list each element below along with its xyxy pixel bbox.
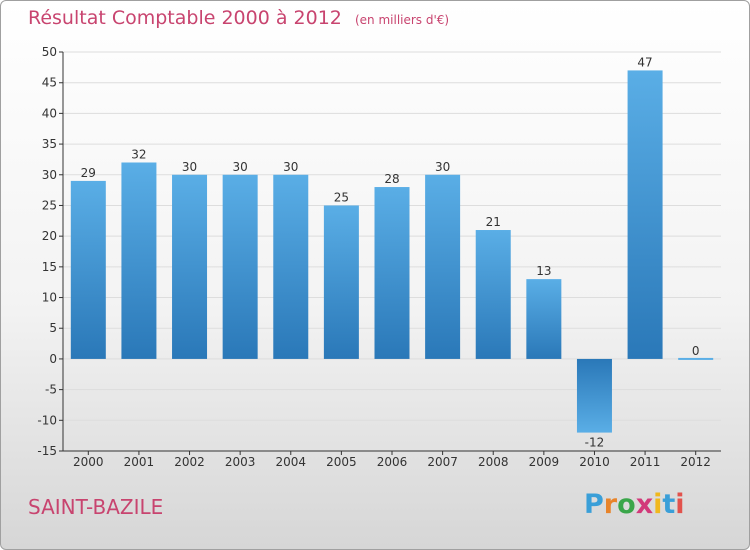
bar xyxy=(475,230,511,359)
proxiti-logo: Proxiti xyxy=(584,489,685,520)
y-tick-label: 20 xyxy=(42,229,57,243)
y-tick-label: 10 xyxy=(42,291,57,305)
bar xyxy=(273,174,309,359)
y-tick-label: 30 xyxy=(42,168,57,182)
y-tick-label: -10 xyxy=(37,413,57,427)
bar xyxy=(323,205,359,359)
y-tick-label: 0 xyxy=(49,352,57,366)
chart-title: Résultat Comptable 2000 à 2012 xyxy=(28,7,342,29)
logo-letter: x xyxy=(635,489,654,520)
data-label: 28 xyxy=(384,172,399,186)
bar xyxy=(627,70,663,359)
city-name: SAINT-BAZILE xyxy=(28,495,164,519)
logo-letter: o xyxy=(617,489,636,520)
y-tick-label: 25 xyxy=(42,198,57,212)
x-tick-label: 2003 xyxy=(225,455,256,469)
logo-letter: i xyxy=(675,489,685,520)
x-tick-label: 2002 xyxy=(174,455,205,469)
x-tick-label: 2007 xyxy=(427,455,458,469)
data-label: 30 xyxy=(283,160,298,174)
data-label: -12 xyxy=(585,436,605,450)
x-tick-label: 2009 xyxy=(529,455,560,469)
y-tick-label: -15 xyxy=(37,444,57,458)
x-tick-label: 2006 xyxy=(377,455,408,469)
x-tick-label: 2000 xyxy=(73,455,104,469)
x-tick-label: 2010 xyxy=(579,455,610,469)
y-tick-label: 45 xyxy=(42,76,57,90)
bar xyxy=(70,180,106,359)
chart-unit: (en milliers d'€) xyxy=(354,13,450,27)
bar xyxy=(526,279,562,359)
x-tick-label: 2012 xyxy=(680,455,711,469)
y-tick-label: 40 xyxy=(42,106,57,120)
bar xyxy=(678,357,714,360)
x-tick-label: 2001 xyxy=(124,455,155,469)
x-tick-label: 2004 xyxy=(275,455,306,469)
x-tick-label: 2008 xyxy=(478,455,509,469)
bar-layer xyxy=(70,70,714,433)
bar xyxy=(172,174,208,359)
title-row: Résultat Comptable 2000 à 2012 (en milli… xyxy=(28,7,449,29)
data-label: 30 xyxy=(435,160,450,174)
y-tick-label: -5 xyxy=(45,383,57,397)
bar xyxy=(425,174,461,359)
y-tick-label: 15 xyxy=(42,260,57,274)
y-tick-label: 50 xyxy=(42,45,57,59)
data-label: 0 xyxy=(692,344,700,358)
bar xyxy=(222,174,258,359)
bar xyxy=(121,162,157,359)
data-label: 21 xyxy=(486,215,501,229)
y-tick-label: 5 xyxy=(49,321,57,335)
logo-letter: t xyxy=(662,489,676,520)
logo-letter: i xyxy=(653,489,663,520)
data-label: 32 xyxy=(131,147,146,161)
logo-letter: P xyxy=(584,489,604,520)
data-label: 30 xyxy=(233,160,248,174)
data-label: 25 xyxy=(334,190,349,204)
data-label: 30 xyxy=(182,160,197,174)
data-label: 13 xyxy=(536,264,551,278)
data-label: 29 xyxy=(81,166,96,180)
data-label: 47 xyxy=(637,55,652,69)
axis-layer xyxy=(59,51,721,455)
logo-letter: r xyxy=(603,489,618,520)
x-tick-label: 2011 xyxy=(630,455,661,469)
bar xyxy=(374,187,410,359)
x-tick-label: 2005 xyxy=(326,455,357,469)
bar xyxy=(576,358,612,433)
y-tick-label: 35 xyxy=(42,137,57,151)
label-layer: -15 -10 -5 0 5 10 15 20 25 30 35 40 45 50 2000 29 2001 32… xyxy=(37,45,711,469)
